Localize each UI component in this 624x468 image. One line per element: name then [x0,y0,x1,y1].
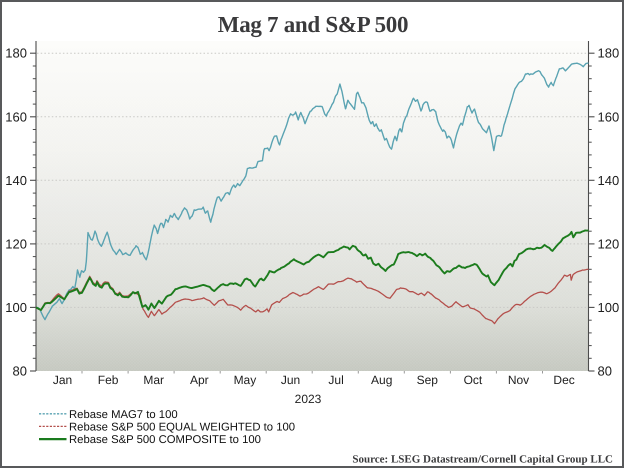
svg-text:Mar: Mar [143,373,164,387]
svg-text:Rebase S&P 500 EQUAL WEIGHTED: Rebase S&P 500 EQUAL WEIGHTED to 100 [69,421,295,433]
svg-text:80: 80 [598,364,612,379]
svg-text:2023: 2023 [295,392,322,406]
svg-text:180: 180 [598,46,620,61]
svg-text:Jul: Jul [328,373,343,387]
svg-text:Nov: Nov [508,373,529,387]
svg-text:Rebase MAG7 to 100: Rebase MAG7 to 100 [69,409,178,421]
svg-text:Feb: Feb [98,373,119,387]
svg-text:May: May [234,373,257,387]
svg-text:Sep: Sep [417,373,439,387]
svg-text:160: 160 [5,109,27,124]
svg-text:120: 120 [5,236,27,251]
svg-text:140: 140 [598,173,620,188]
svg-text:100: 100 [598,300,620,315]
svg-text:Aug: Aug [371,373,392,387]
svg-text:100: 100 [5,300,27,315]
svg-text:Apr: Apr [190,373,209,387]
svg-text:Source: LSEG Datastream/Cornel: Source: LSEG Datastream/Cornell Capital … [352,454,613,466]
svg-text:140: 140 [5,173,27,188]
svg-text:120: 120 [598,236,620,251]
svg-text:Jan: Jan [53,373,72,387]
svg-text:160: 160 [598,109,620,124]
svg-text:Jun: Jun [281,373,300,387]
svg-text:180: 180 [5,46,27,61]
svg-text:Rebase S&P 500 COMPOSITE to 10: Rebase S&P 500 COMPOSITE to 100 [69,434,261,446]
svg-text:Dec: Dec [553,373,574,387]
svg-text:Oct: Oct [464,373,483,387]
svg-text:80: 80 [13,364,27,379]
